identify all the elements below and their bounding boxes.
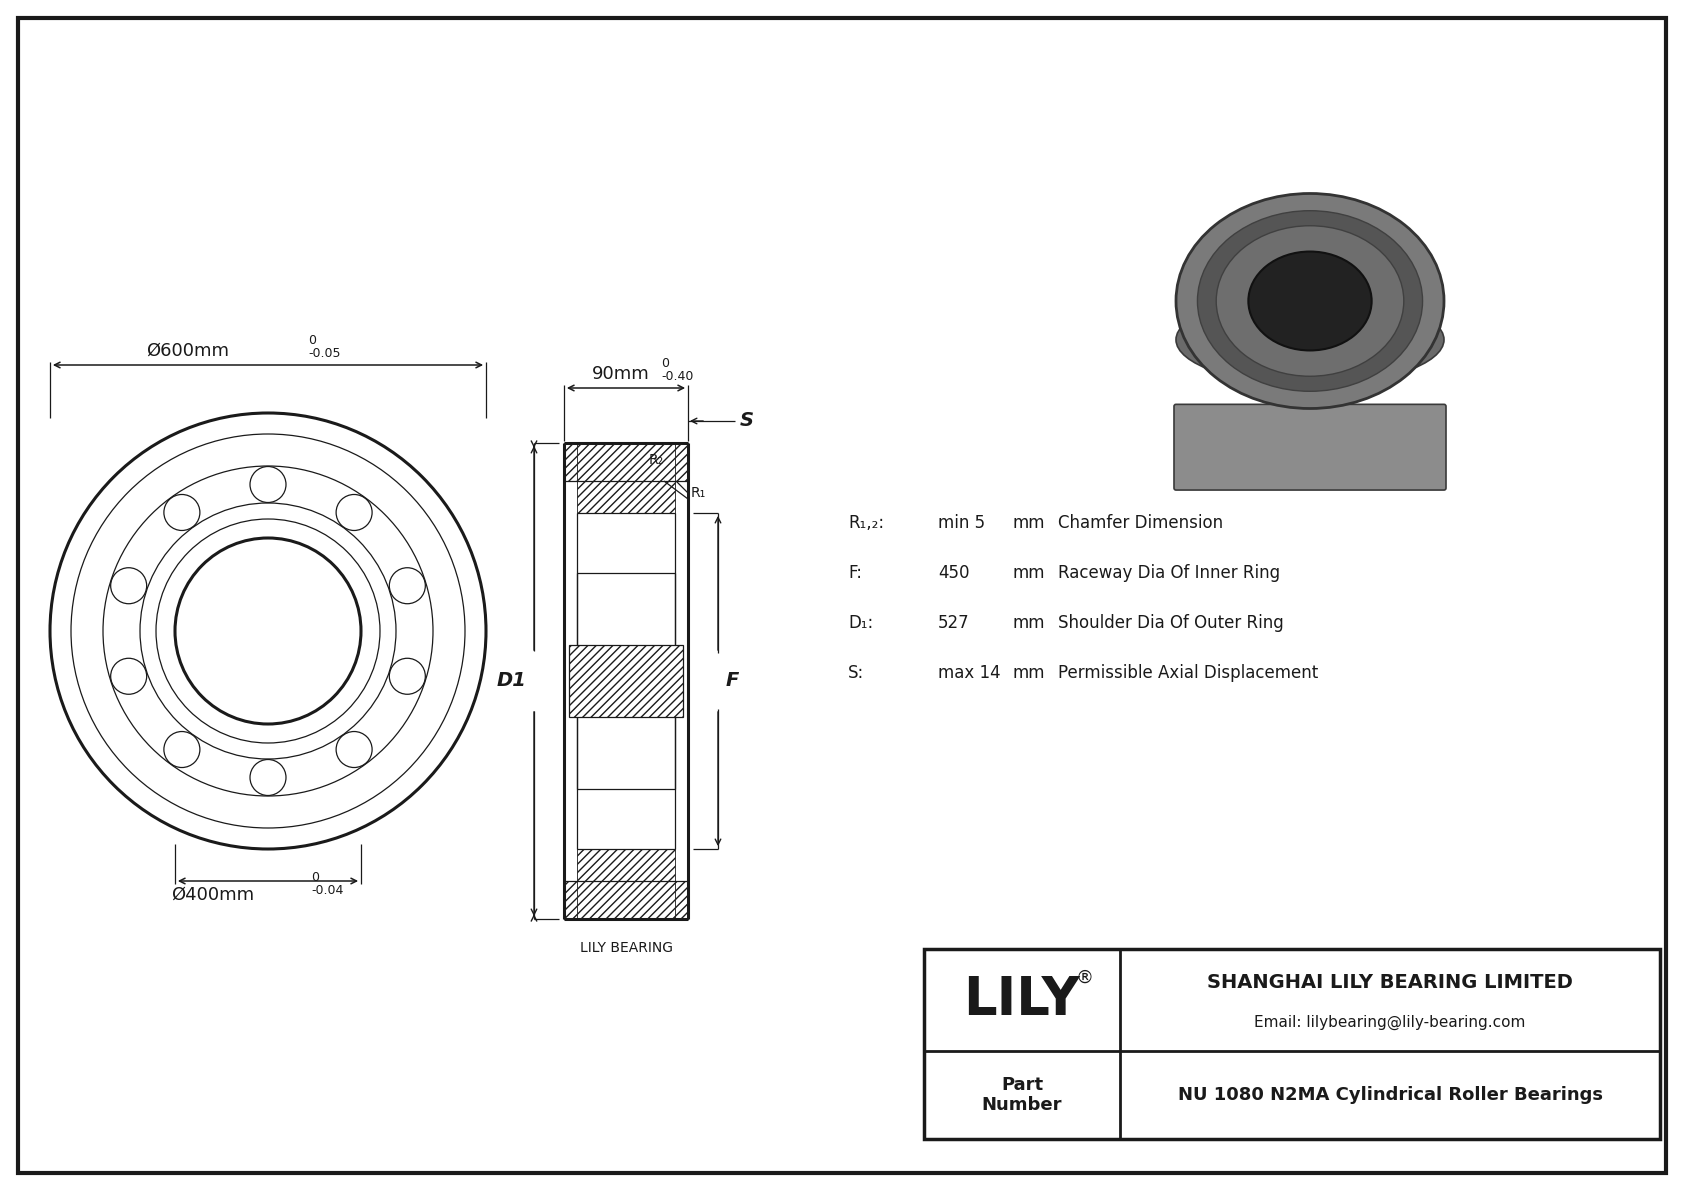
Text: mm: mm — [1014, 615, 1046, 632]
Ellipse shape — [1248, 251, 1372, 350]
Text: 527: 527 — [938, 615, 970, 632]
Text: 90mm: 90mm — [593, 364, 650, 384]
Text: NU 1080 N2MA Cylindrical Roller Bearings: NU 1080 N2MA Cylindrical Roller Bearings — [1177, 1086, 1603, 1104]
Text: Shoulder Dia Of Outer Ring: Shoulder Dia Of Outer Ring — [1058, 615, 1283, 632]
Text: Raceway Dia Of Inner Ring: Raceway Dia Of Inner Ring — [1058, 565, 1280, 582]
Text: R₁,₂:: R₁,₂: — [849, 515, 884, 532]
Text: LILY: LILY — [963, 974, 1081, 1025]
Text: Permissible Axial Displacement: Permissible Axial Displacement — [1058, 665, 1319, 682]
Bar — [564, 881, 689, 919]
Text: Ø600mm: Ø600mm — [147, 342, 229, 360]
Text: 0: 0 — [662, 357, 669, 370]
Text: SHANGHAI LILY BEARING LIMITED: SHANGHAI LILY BEARING LIMITED — [1207, 973, 1573, 992]
Text: mm: mm — [1014, 515, 1046, 532]
Text: max 14: max 14 — [938, 665, 1000, 682]
Text: ®: ® — [1074, 969, 1093, 987]
Text: -0.05: -0.05 — [308, 347, 340, 360]
Bar — [578, 849, 675, 919]
Ellipse shape — [1223, 257, 1371, 311]
Bar — [564, 443, 689, 481]
Text: F: F — [726, 672, 739, 691]
Text: LILY BEARING: LILY BEARING — [579, 941, 672, 955]
FancyBboxPatch shape — [1174, 405, 1447, 490]
Text: S: S — [739, 412, 754, 430]
Text: Ø400mm: Ø400mm — [172, 886, 254, 904]
Bar — [925, 949, 1660, 1139]
Text: mm: mm — [1014, 565, 1046, 582]
Bar — [578, 443, 675, 513]
Text: R₂: R₂ — [648, 453, 663, 467]
Ellipse shape — [1175, 193, 1443, 409]
Text: 0: 0 — [312, 871, 318, 884]
Text: S:: S: — [849, 665, 864, 682]
Text: 450: 450 — [938, 565, 970, 582]
Text: F:: F: — [849, 565, 862, 582]
Text: -0.04: -0.04 — [312, 884, 344, 897]
Ellipse shape — [1216, 226, 1404, 376]
Ellipse shape — [1175, 294, 1443, 385]
Text: 0: 0 — [308, 333, 317, 347]
Text: D₁:: D₁: — [849, 615, 874, 632]
Text: Part
Number: Part Number — [982, 1075, 1063, 1115]
Text: mm: mm — [1014, 665, 1046, 682]
Bar — [569, 646, 684, 717]
Text: -0.40: -0.40 — [662, 370, 694, 384]
Text: R₁: R₁ — [690, 486, 706, 500]
Ellipse shape — [1197, 211, 1423, 392]
Text: Chamfer Dimension: Chamfer Dimension — [1058, 515, 1223, 532]
Text: D1: D1 — [497, 672, 525, 691]
Text: min 5: min 5 — [938, 515, 985, 532]
Text: Email: lilybearing@lily-bearing.com: Email: lilybearing@lily-bearing.com — [1255, 1015, 1526, 1030]
